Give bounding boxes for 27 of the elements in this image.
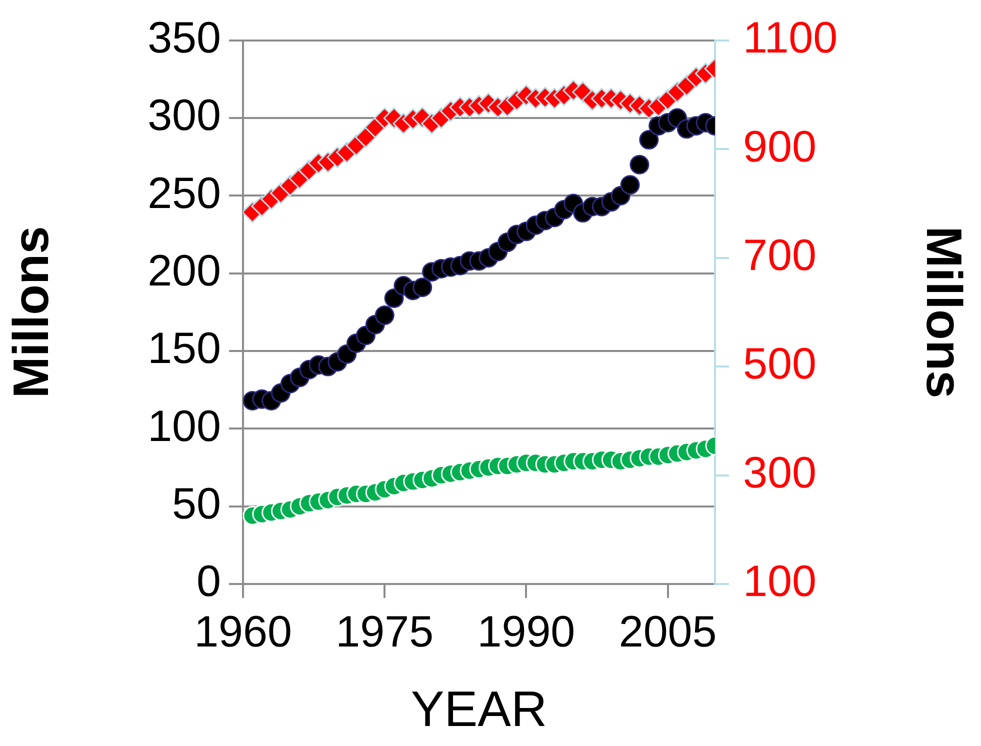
point (639, 130, 659, 150)
y-tick-label: 50 (172, 479, 221, 528)
y-tick-label: 0 (196, 557, 221, 606)
x-tick-label: 2005 (618, 608, 717, 657)
y-tick-label: 150 (148, 324, 221, 374)
y2-tick-label: 1100 (743, 14, 838, 63)
y-tick-label: 300 (148, 91, 221, 140)
y-axis-title: Millons (2, 226, 59, 398)
y2-tick-label: 500 (743, 340, 816, 389)
point (374, 306, 394, 326)
y2-tick-label: 300 (743, 448, 816, 498)
point (630, 154, 650, 174)
point (620, 175, 640, 195)
x-tick-label: 1990 (477, 608, 576, 657)
y2-tick-label: 900 (743, 122, 816, 172)
x-axis-title: YEAR (410, 680, 548, 737)
x-tick-label: 1975 (336, 608, 434, 657)
y-tick-label: 350 (148, 14, 221, 63)
y2-axis-title: Millons (916, 226, 972, 398)
y2-tick-label: 100 (743, 557, 816, 606)
point (384, 288, 404, 308)
y-tick-label: 250 (148, 168, 221, 218)
x-tick-label: 1960 (194, 608, 292, 657)
y-tick-label: 100 (148, 402, 221, 451)
y2-tick-label: 700 (743, 230, 816, 280)
point (412, 278, 432, 298)
y-tick-label: 200 (148, 246, 221, 296)
